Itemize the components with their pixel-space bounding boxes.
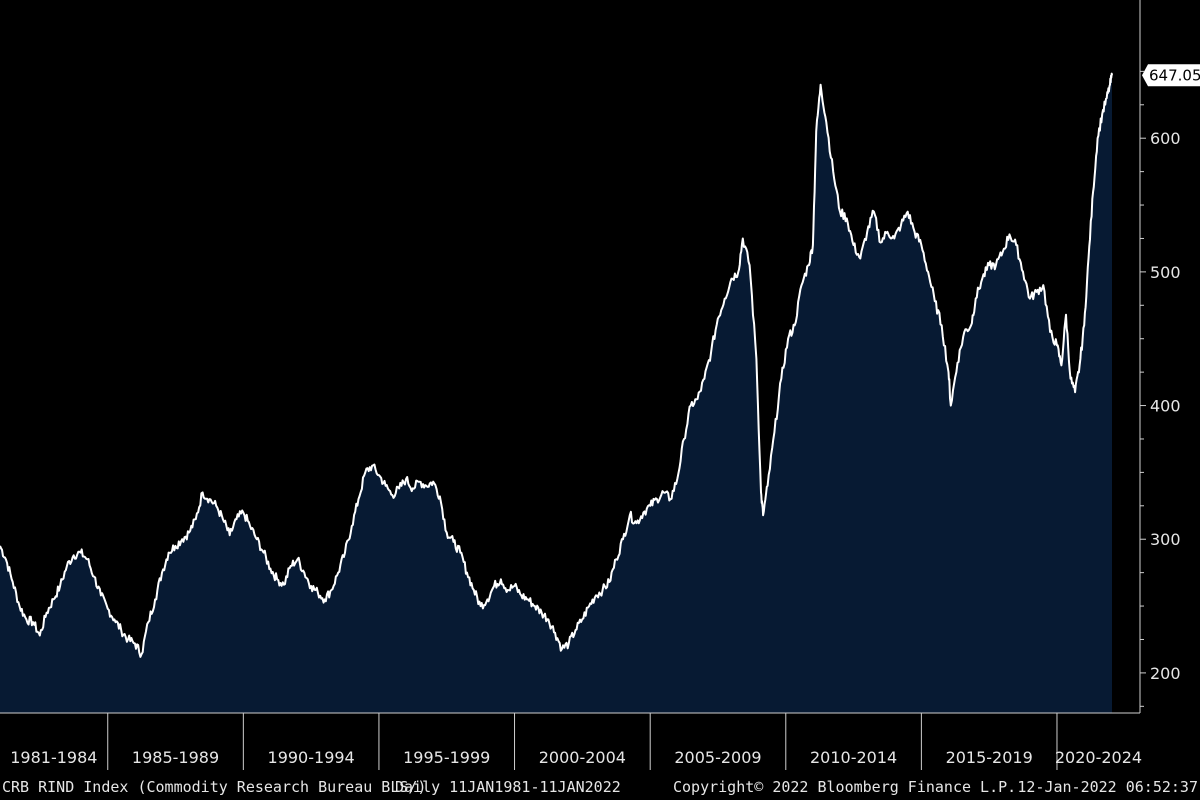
- x-tick-label: 2005-2009: [674, 748, 761, 767]
- x-tick-label: 1995-1999: [403, 748, 490, 767]
- y-tick-label: 300: [1150, 530, 1181, 549]
- footer-bar: CRB RIND Index (Commodity Research Burea…: [0, 776, 1200, 800]
- footer-timestamp: 12-Jan-2022 06:52:37: [1017, 778, 1198, 796]
- last-value-label: 647.05: [1149, 66, 1200, 84]
- last-value-tag: [1142, 64, 1200, 87]
- x-tick-label: 2000-2004: [539, 748, 626, 767]
- y-tick-label: 400: [1150, 397, 1181, 416]
- footer-copyright: Copyright© 2022 Bloomberg Finance L.P.: [673, 778, 1017, 796]
- x-tick-label: 1981-1984: [10, 748, 97, 767]
- y-tick-label: 600: [1150, 129, 1181, 148]
- x-tick-label: 2015-2019: [946, 748, 1033, 767]
- x-tick-label: 1990-1994: [268, 748, 355, 767]
- series-line: [0, 72, 1113, 658]
- y-tick-label: 200: [1150, 664, 1181, 683]
- x-tick-label: 2020-2024: [1055, 748, 1142, 767]
- footer-period: Daily 11JAN1981-11JAN2022: [395, 778, 621, 796]
- chart-svg: 200 300 400 500 600 1981-1984 1985-1989 1990-1…: [0, 0, 1200, 770]
- x-tick-label: 2010-2014: [810, 748, 897, 767]
- y-tick-label: 500: [1150, 263, 1181, 282]
- series-area: [0, 73, 1112, 714]
- footer-source: CRB RIND Index (Commodity Research Burea…: [2, 778, 427, 796]
- x-tick-label: 1985-1989: [132, 748, 219, 767]
